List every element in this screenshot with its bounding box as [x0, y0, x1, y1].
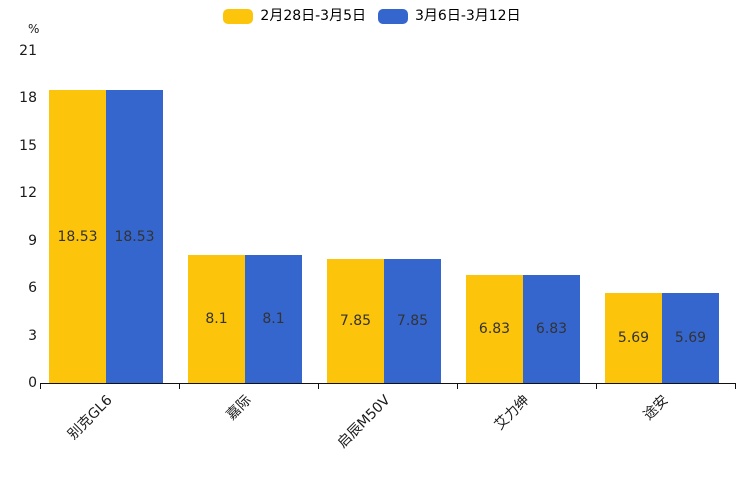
- bar-series1[interactable]: [605, 293, 662, 383]
- y-axis-tick-label: 0: [28, 375, 37, 391]
- bar-series2[interactable]: [523, 275, 580, 383]
- x-axis-category-label: 途安: [640, 392, 672, 424]
- y-axis-tick-label: 12: [19, 185, 37, 202]
- legend-swatch-blue: [378, 8, 408, 24]
- y-axis-unit-label: %: [28, 22, 40, 36]
- bar-series2[interactable]: [384, 259, 441, 383]
- x-axis-category-label: 嘉际: [223, 392, 255, 424]
- bar-series1[interactable]: [327, 259, 384, 383]
- y-axis-tick-label: 3: [28, 327, 37, 344]
- x-axis-tick: [457, 384, 458, 389]
- x-axis-category-label: 启辰M50V: [334, 392, 394, 452]
- legend-swatch-yellow: [223, 8, 254, 24]
- legend-label-series2: 3月6日-3月12日: [415, 8, 521, 24]
- x-axis-tick: [735, 384, 736, 389]
- x-axis-tick: [179, 384, 180, 389]
- x-axis-tick: [40, 384, 41, 389]
- x-axis-tick: [596, 384, 597, 389]
- y-axis-tick-label: 15: [19, 137, 37, 154]
- x-axis-category-label: 艾力绅: [491, 392, 533, 434]
- legend-item-series1[interactable]: 2月28日-3月5日: [223, 8, 366, 24]
- bar-series1[interactable]: [188, 255, 245, 383]
- bar-series2[interactable]: [245, 255, 302, 383]
- legend-label-series1: 2月28日-3月5日: [260, 8, 366, 24]
- legend-item-series2[interactable]: 3月6日-3月12日: [378, 8, 521, 24]
- y-axis-tick-label: 21: [19, 43, 37, 59]
- legend: 2月28日-3月5日 3月6日-3月12日: [0, 8, 744, 24]
- bar-series2[interactable]: [662, 293, 719, 383]
- bar-series2[interactable]: [106, 90, 163, 383]
- bar-series1[interactable]: [49, 90, 106, 383]
- y-axis-tick-label: 9: [28, 232, 37, 249]
- x-axis-tick: [318, 384, 319, 389]
- y-axis-tick-label: 18: [19, 90, 37, 107]
- bar-series1[interactable]: [466, 275, 523, 383]
- x-axis-line: [40, 383, 736, 384]
- x-axis-category-label: 别克GL6: [64, 392, 116, 443]
- y-axis-tick-label: 6: [28, 280, 37, 297]
